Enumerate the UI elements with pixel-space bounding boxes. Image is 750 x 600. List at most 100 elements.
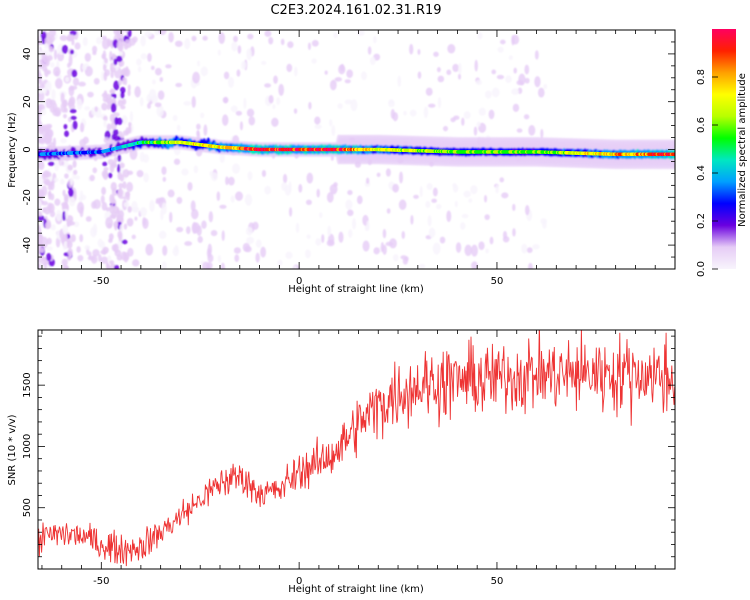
spectrogram-speckle [524, 77, 530, 84]
spectrogram-speckle [248, 116, 256, 126]
spectrogram-speckle [537, 87, 545, 98]
spectrogram-speckle [47, 161, 55, 166]
spectrogram-y-label: Frequency (Hz) [7, 112, 18, 188]
spectrogram-speckle [63, 193, 69, 201]
spectrogram-speckle [528, 125, 536, 136]
spectrogram-speckle [285, 251, 293, 259]
spectrogram-speckle [154, 102, 162, 108]
spectrogram-speckle [53, 177, 59, 183]
spectrogram-speckle [245, 226, 253, 236]
spectrogram-speckle [38, 192, 43, 200]
spectrogram-speckle [65, 76, 70, 83]
spectrogram-speckle [144, 31, 153, 38]
spectrogram-speckle [91, 201, 97, 209]
spectrogram-speckle [356, 30, 365, 36]
spectrogram-speckle [491, 69, 497, 75]
spectrogram-speckle [117, 163, 121, 174]
spectrogram-speckle [230, 105, 238, 113]
spectrogram-speckle [404, 256, 409, 262]
spectrogram-speckle [288, 181, 292, 193]
spectrogram-speckle [208, 211, 214, 223]
spectrogram-speckle [523, 114, 530, 120]
spectrogram-speckle [261, 169, 267, 178]
spectrogram-speckle [458, 62, 462, 75]
spectrogram-speckle [337, 103, 343, 109]
spectrogram-speckle [102, 246, 109, 254]
spectrogram-speckle [92, 45, 98, 54]
spectrogram-speckle [516, 79, 524, 86]
spectrogram-speckle [45, 32, 51, 40]
spectrogram-speckle [113, 94, 117, 99]
spectrogram-speckle [66, 240, 73, 249]
spectrogram-speckle [324, 70, 328, 75]
spectrogram-speckle [252, 221, 259, 230]
spectrogram-speckle [71, 38, 75, 46]
spectrogram-speckle [264, 83, 272, 88]
spectrogram-speckle [255, 252, 260, 263]
spectrogram-panel: -50 0 50 -40 -20 0 20 40 Height of straight li… [7, 29, 676, 295]
spectrogram-speckle [351, 218, 357, 230]
spectrogram-speckle [388, 100, 395, 108]
spectrogram-speckle [64, 233, 68, 242]
spectrogram-speckle [217, 255, 222, 263]
spectrogram-speckle [168, 31, 174, 43]
spectrogram-speckle [40, 31, 47, 40]
spectrogram-speckle [148, 88, 157, 101]
spectrogram-speckle [295, 222, 300, 234]
spectrogram-speckle [505, 75, 512, 84]
spectrogram-speckle [137, 66, 142, 73]
spectrogram-speckle [87, 91, 94, 98]
spectrogram-speckle [329, 119, 333, 127]
spectrogram-speckle [190, 200, 196, 212]
spectrogram-speckle [534, 76, 541, 88]
spectrogram-speckle [156, 105, 164, 118]
spectrogram-speckle [128, 124, 132, 134]
spectrogram-speckle [69, 177, 74, 186]
spectrogram-speckle [385, 168, 391, 177]
spectrogram-speckle [67, 248, 73, 257]
spectrogram-speckle [201, 220, 207, 229]
spectrogram-speckle [287, 41, 294, 49]
spectrogram-speckle [64, 173, 69, 179]
spectrogram-speckle [221, 230, 225, 242]
spectrogram-speckle [184, 38, 191, 50]
y-tick-label: 1500 [22, 372, 33, 397]
spectrogram-speckle [220, 262, 226, 269]
spectrogram-speckle [54, 198, 61, 206]
spectrogram-x-label: Height of straight line (km) [288, 284, 424, 295]
spectrogram-speckle [82, 36, 88, 47]
y-tick-label: 0 [22, 146, 33, 152]
spectrogram-speckle [176, 124, 181, 132]
spectrogram-speckle [63, 241, 68, 250]
spectrogram-speckle [172, 246, 180, 257]
spectrogram-speckle [246, 48, 253, 61]
spectrogram-speckle [125, 66, 129, 72]
spectrogram-speckle [399, 171, 403, 184]
spectrogram-speckle [63, 123, 68, 130]
spectrogram-speckle [60, 138, 67, 144]
spectrogram-speckle [228, 176, 235, 186]
spectrogram-speckle [373, 247, 380, 255]
spectrogram-speckle [191, 35, 197, 42]
spectrogram-speckle [425, 200, 431, 209]
spectrogram-speckle [159, 77, 164, 82]
y-tick-label: 500 [22, 498, 33, 517]
spectrogram-speckle [112, 206, 120, 214]
spectrogram-speckle [117, 230, 123, 239]
spectrogram-speckle [176, 226, 184, 233]
spectrogram-speckle [410, 214, 414, 225]
spectrogram-speckle [446, 210, 452, 223]
spectrogram-speckle [162, 176, 167, 182]
spectrogram-speckle [157, 90, 165, 100]
spectrogram-speckle [243, 97, 247, 110]
spectrogram-speckle [100, 195, 105, 204]
spectrogram-speckle [196, 225, 202, 236]
spectrogram-speckle [347, 190, 353, 196]
spectrogram-speckle [92, 223, 98, 236]
x-tick-label: 0 [296, 276, 302, 287]
spectrogram-speckle [418, 263, 426, 269]
spectrogram-speckle [64, 130, 70, 138]
spectrogram-speckle [106, 104, 111, 110]
spectrogram-speckle [478, 107, 486, 116]
spectrogram-speckle [129, 111, 134, 123]
